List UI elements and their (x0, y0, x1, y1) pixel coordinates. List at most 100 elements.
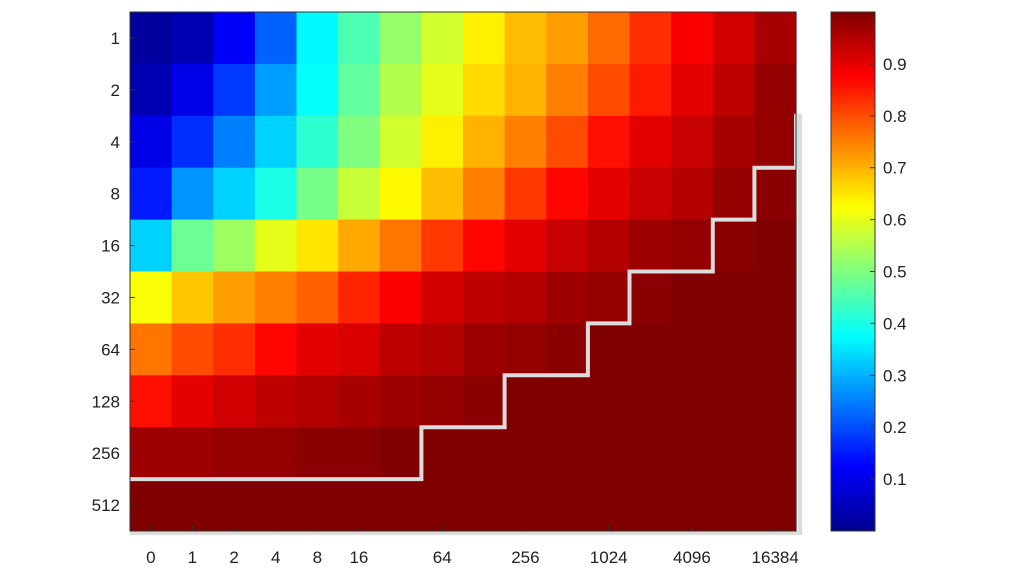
heatmap-cell (171, 427, 214, 480)
heatmap-cell (587, 375, 631, 428)
heatmap-cell (504, 219, 547, 273)
heatmap-cell (296, 271, 339, 324)
heatmap-cell (338, 219, 381, 273)
heatmap-cell (546, 115, 589, 169)
heatmap-cell (754, 375, 797, 428)
heatmap-cell (754, 427, 797, 480)
heatmap-cell (171, 12, 214, 65)
heatmap-cell (671, 167, 714, 221)
heatmap-cell (379, 375, 422, 428)
colorbar-tick-label: 0.5 (883, 263, 907, 282)
heatmap-cell (254, 375, 298, 428)
heatmap-cell (421, 167, 464, 221)
heatmap-cell (671, 63, 714, 117)
heatmap-cell (421, 219, 464, 273)
x-tick-label: 0 (146, 548, 155, 567)
heatmap-cell (504, 115, 547, 169)
y-tick-label: 1 (111, 29, 120, 48)
heatmap-cell (712, 63, 755, 117)
heatmap-cell (629, 479, 672, 532)
heatmap-cell (338, 63, 381, 117)
heatmap-cell (587, 63, 631, 117)
heatmap-cell (463, 63, 506, 117)
y-tick-label: 2 (111, 81, 120, 100)
heatmap-cell (463, 219, 506, 273)
heatmap-cell (254, 63, 298, 117)
heatmap-cell (463, 167, 506, 221)
heatmap-cell (171, 115, 214, 169)
heatmap-cell (754, 63, 797, 117)
heatmap-cell (379, 219, 422, 273)
heatmap-cell (421, 427, 464, 480)
heatmap-cell (671, 115, 714, 169)
colorbar-tick-label: 0.4 (883, 314, 907, 333)
heatmap-cell (130, 219, 173, 273)
y-tick-label: 32 (101, 288, 120, 307)
heatmap-cell (463, 427, 506, 480)
heatmap-cell (130, 323, 173, 376)
heatmap-cell (587, 167, 631, 221)
heatmap-cell (296, 115, 339, 169)
heatmap-cell (712, 271, 755, 324)
heatmap-cell (671, 427, 714, 480)
heatmap-cell (671, 271, 714, 324)
heatmap-cell (421, 271, 464, 324)
heatmap-cell (546, 479, 589, 532)
heatmap-cell (629, 427, 672, 480)
heatmap-cell (629, 375, 672, 428)
heatmap-cell (629, 323, 672, 376)
heatmap-cells (130, 12, 797, 532)
heatmap-cell (754, 167, 797, 221)
heatmap-cell (130, 271, 173, 324)
heatmap-cell (546, 167, 589, 221)
heatmap-cell (546, 63, 589, 117)
heatmap-cell (130, 63, 173, 117)
colorbar-ticks: 0.1 0.2 0.3 0.4 0.5 0.6 0.7 0.8 0.9 (870, 55, 907, 489)
heatmap-cell (754, 115, 797, 169)
heatmap-cell (421, 323, 464, 376)
x-tick-label: 2 (229, 548, 238, 567)
heatmap-cell (379, 479, 422, 532)
heatmap-cell (171, 375, 214, 428)
x-tick-label: 16 (349, 548, 368, 567)
colorbar-tick-label: 0.6 (883, 211, 907, 230)
heatmap-cell (171, 167, 214, 221)
y-tick-label: 64 (101, 340, 120, 359)
heatmap-cell (754, 323, 797, 376)
heatmap-cell (546, 427, 589, 480)
x-tick-label: 8 (313, 548, 322, 567)
heatmap-cell (546, 323, 589, 376)
heatmap-cell (296, 323, 339, 376)
y-tick-label: 16 (101, 237, 120, 256)
colorbar-tick-label: 0.2 (883, 418, 907, 437)
heatmap-cell (379, 167, 422, 221)
heatmap-cell (379, 427, 422, 480)
heatmap-cell (130, 167, 173, 221)
heatmap-cell (171, 323, 214, 376)
x-tick-label: 1 (188, 548, 197, 567)
colorbar-tick-label: 0.7 (883, 159, 907, 178)
heatmap-cell (712, 12, 755, 65)
heatmap-cell (712, 427, 755, 480)
heatmap-cell (587, 427, 631, 480)
heatmap-cell (629, 219, 672, 273)
heatmap-cell (338, 479, 381, 532)
heatmap-cell (254, 12, 298, 65)
heatmap-cell (504, 167, 547, 221)
heatmap-cell (213, 219, 256, 273)
heatmap-cell (296, 167, 339, 221)
heatmap-cell (671, 323, 714, 376)
heatmap-cell (379, 63, 422, 117)
heatmap-cell (254, 323, 298, 376)
y-tick-label: 128 (92, 392, 120, 411)
heatmap-cell (712, 375, 755, 428)
heatmap-cell (421, 375, 464, 428)
heatmap-cell (130, 375, 173, 428)
heatmap-cell (463, 375, 506, 428)
heatmap-cell (629, 12, 672, 65)
heatmap-cell (671, 479, 714, 532)
x-tick-label: 1024 (590, 548, 628, 567)
heatmap-cell (421, 63, 464, 117)
